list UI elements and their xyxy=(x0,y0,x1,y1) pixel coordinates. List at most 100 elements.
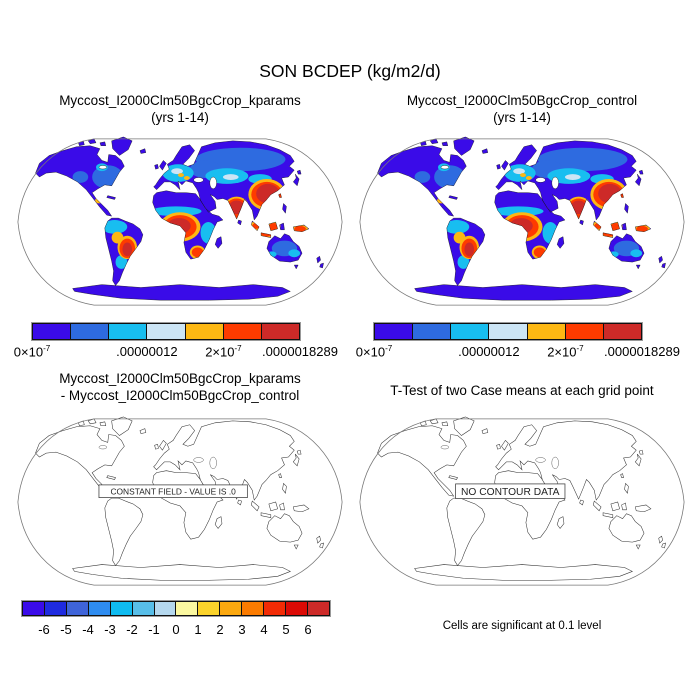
landmass xyxy=(268,221,278,232)
panel-title-difference: Myccost_I2000Clm50BgcCrop_kparams - Mycc… xyxy=(14,371,346,404)
landmass xyxy=(154,164,159,170)
landmass xyxy=(621,222,627,231)
lake xyxy=(551,456,559,469)
landmass xyxy=(501,439,509,451)
data-fill-region xyxy=(252,222,261,229)
data-fill-region xyxy=(457,255,470,269)
data-fill-region xyxy=(191,247,204,258)
colorbar-cells xyxy=(21,600,331,617)
landmass xyxy=(319,262,324,269)
landmass xyxy=(282,203,287,214)
map-annotation-box: CONSTANT FIELD - VALUE IS .0 xyxy=(98,484,248,498)
data-fill-region xyxy=(598,183,622,204)
colorbar-cell xyxy=(375,324,413,339)
landmass xyxy=(579,219,584,226)
landmass xyxy=(608,233,645,263)
colorbar-tick-label: 0×10-7 xyxy=(355,344,393,360)
landmass xyxy=(481,148,489,154)
colorbar-cell xyxy=(108,324,147,339)
data-fill-region xyxy=(266,251,277,258)
panel-title-difference-line1: Myccost_I2000Clm50BgcCrop_kparams xyxy=(59,371,301,386)
landmass xyxy=(624,203,629,214)
data-fill-region xyxy=(464,242,475,257)
landmass xyxy=(556,516,565,529)
coastlines xyxy=(377,136,666,301)
colorbar-cell xyxy=(602,324,641,339)
world-map-difference: CONSTANT FIELD - VALUE IS .0 xyxy=(17,416,343,586)
landmass xyxy=(624,482,629,494)
landmass xyxy=(104,217,144,286)
colorbar-tick-label: .00000012 xyxy=(458,344,520,359)
colorbar-cell xyxy=(526,324,565,339)
landmass xyxy=(260,232,272,238)
landmass xyxy=(278,193,282,198)
panel-title-difference-line2: - Myccost_I2000Clm50BgcCrop_control xyxy=(60,387,300,403)
colorbar-tick-label: 0×10-7 xyxy=(13,344,51,360)
data-fill-region xyxy=(178,173,184,178)
colorbar-cell xyxy=(23,602,44,615)
map-boundary xyxy=(17,138,343,306)
colorbar-cell xyxy=(33,324,71,339)
landmass xyxy=(635,544,641,550)
landmass xyxy=(237,499,242,506)
landmass xyxy=(296,449,302,455)
landmass xyxy=(99,421,107,427)
data-fill-region xyxy=(171,168,183,175)
colorbar-tick-label: 2 xyxy=(216,622,224,637)
colorbar-cell xyxy=(412,324,451,339)
colorbar-cell xyxy=(564,324,603,339)
landmass xyxy=(661,262,666,269)
panel-title-control-line2: (yrs 1-14) xyxy=(493,109,551,125)
landmass xyxy=(620,193,624,198)
landmass xyxy=(139,428,147,434)
landmass xyxy=(496,443,501,450)
data-fill-region xyxy=(533,247,546,258)
map-boundary xyxy=(17,418,343,586)
landmass xyxy=(72,284,291,301)
colorbar-cell xyxy=(260,324,299,339)
colorbar-tick-label: 1 xyxy=(194,622,202,637)
world-map-control xyxy=(359,136,685,306)
colorbar-cell xyxy=(306,602,329,615)
landmass xyxy=(266,233,303,263)
colorbar-tick-label: -3 xyxy=(104,622,116,637)
landmass xyxy=(278,473,282,478)
data-fill-region xyxy=(564,174,581,180)
colorbar-tick-label: 2×10-7 xyxy=(547,344,584,360)
data-fill-region xyxy=(111,231,124,244)
landmass xyxy=(319,542,324,549)
colorbar-tick-label: 0 xyxy=(172,622,180,637)
panel-title-kparams-line1: Myccost_I2000Clm50BgcCrop_kparams xyxy=(59,93,301,108)
colorbar-tick-label: -1 xyxy=(148,622,160,637)
lake xyxy=(440,165,449,170)
map-annotation-text: CONSTANT FIELD - VALUE IS .0 xyxy=(110,486,236,496)
colorbar-tick-label: 4 xyxy=(260,622,268,637)
data-fill-region xyxy=(414,171,431,183)
map-annotation-text: NO CONTOUR DATA xyxy=(461,487,560,498)
lake xyxy=(440,445,449,450)
landmass xyxy=(610,221,620,232)
landmass xyxy=(159,439,167,451)
colorbar-cell xyxy=(222,324,261,339)
landmass xyxy=(316,255,321,264)
world-map-kparams xyxy=(17,136,343,306)
data-fill-region xyxy=(453,231,466,244)
landmass xyxy=(139,148,147,154)
coastlines xyxy=(35,136,324,301)
landmass xyxy=(111,136,133,156)
map-boundary xyxy=(359,418,685,586)
colorbar-cell xyxy=(450,324,489,339)
landmass xyxy=(377,145,467,217)
landmass xyxy=(237,219,242,226)
landmass xyxy=(251,220,260,232)
landmass xyxy=(72,564,292,581)
landmass xyxy=(621,502,627,511)
colorbar-cells xyxy=(373,322,643,341)
landmass xyxy=(154,443,159,450)
data-fill-region xyxy=(222,174,239,180)
landmass xyxy=(293,173,300,187)
data-fill-region xyxy=(101,220,128,234)
lake xyxy=(535,457,546,463)
colorbar-cell xyxy=(184,324,223,339)
colorbar-tick-label: 3 xyxy=(238,622,246,637)
